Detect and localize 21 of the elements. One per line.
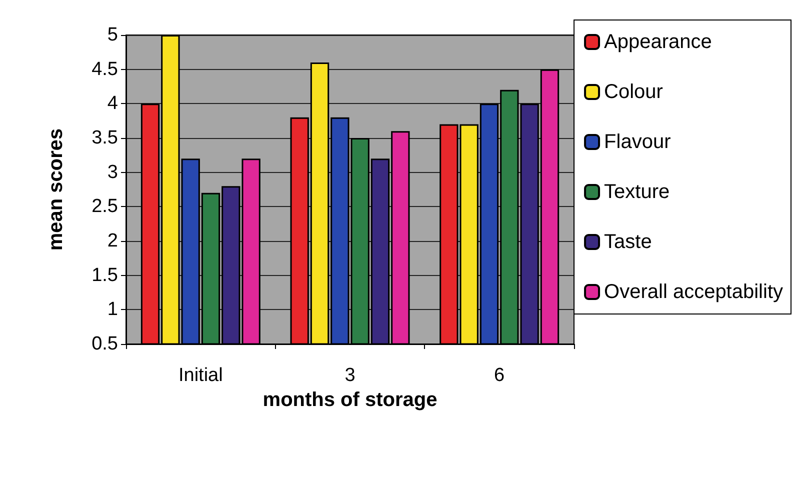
y-tick-label: 1.5	[92, 264, 118, 286]
y-tick-label: 3.5	[92, 128, 118, 148]
legend-label: Colour	[604, 81, 664, 103]
legend-label: Texture	[604, 181, 670, 203]
y-tick-label: 0.5	[92, 334, 118, 354]
legend-label: Taste	[604, 231, 652, 253]
legend-label: Appearance	[604, 31, 712, 53]
x-tick-label: 6	[494, 365, 505, 386]
y-tick-label: 3	[107, 162, 118, 183]
y-tick-label: 2.5	[92, 196, 118, 218]
legend-label: Flavour	[604, 131, 672, 153]
y-axis-title: mean scores	[45, 128, 67, 251]
y-tick-label: 1	[107, 299, 118, 320]
y-tick-label: 2	[107, 230, 118, 252]
x-axis-title: months of storage	[262, 388, 438, 411]
x-tick-label: 3	[344, 365, 356, 386]
x-tick-label: Initial	[178, 365, 223, 386]
y-tick-label: 5	[107, 24, 118, 46]
y-tick-label: 4	[107, 93, 118, 114]
legend-label: Overall acceptability	[604, 281, 784, 303]
y-tick-label: 4.5	[92, 58, 118, 80]
